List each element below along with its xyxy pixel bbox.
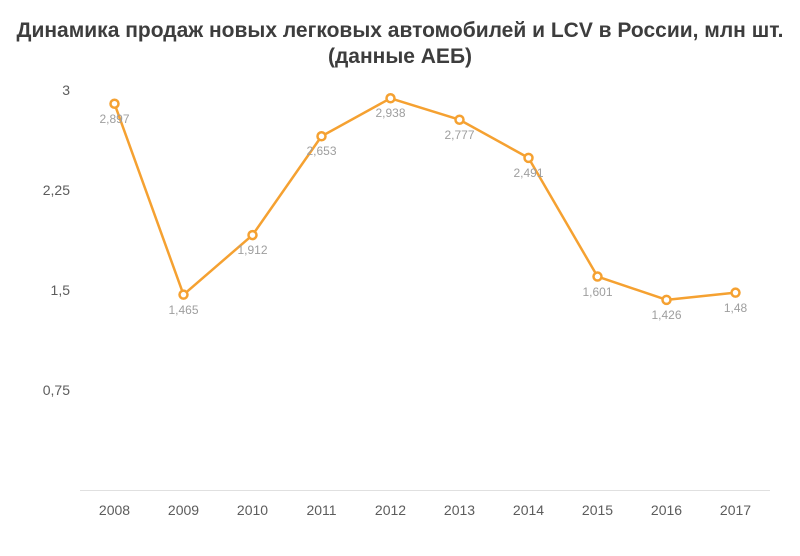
x-tick-label: 2014 (513, 502, 544, 518)
data-label: 2,777 (444, 128, 474, 142)
data-marker (456, 116, 464, 124)
y-tick-label: 2,25 (43, 182, 70, 198)
x-tick-label: 2010 (237, 502, 268, 518)
data-label: 2,897 (99, 112, 129, 126)
x-tick-label: 2008 (99, 502, 130, 518)
x-axis-baseline (80, 490, 770, 491)
line-layer (80, 90, 770, 490)
x-tick-label: 2012 (375, 502, 406, 518)
data-label: 2,653 (306, 144, 336, 158)
data-marker (732, 289, 740, 297)
data-label: 2,491 (513, 166, 543, 180)
data-marker (525, 154, 533, 162)
x-tick-label: 2013 (444, 502, 475, 518)
data-label: 1,912 (237, 243, 267, 257)
data-label: 1,601 (582, 285, 612, 299)
data-marker (318, 132, 326, 140)
plot-area (80, 90, 770, 490)
data-label: 1,426 (651, 308, 681, 322)
data-marker (387, 94, 395, 102)
x-tick-label: 2017 (720, 502, 751, 518)
data-label: 2,938 (375, 106, 405, 120)
chart-title: Динамика продаж новых легковых автомобил… (0, 18, 800, 71)
data-marker (111, 100, 119, 108)
data-marker (594, 273, 602, 281)
series-line (115, 98, 736, 300)
y-tick-label: 3 (62, 82, 70, 98)
x-tick-label: 2015 (582, 502, 613, 518)
chart-container: Динамика продаж новых легковых автомобил… (0, 0, 800, 556)
data-marker (249, 231, 257, 239)
data-label: 1,465 (168, 303, 198, 317)
data-marker (663, 296, 671, 304)
data-marker (180, 291, 188, 299)
y-tick-label: 1,5 (51, 282, 70, 298)
y-tick-label: 0,75 (43, 382, 70, 398)
data-label: 1,48 (724, 301, 747, 315)
x-tick-label: 2009 (168, 502, 199, 518)
x-tick-label: 2016 (651, 502, 682, 518)
x-tick-label: 2011 (306, 502, 336, 518)
